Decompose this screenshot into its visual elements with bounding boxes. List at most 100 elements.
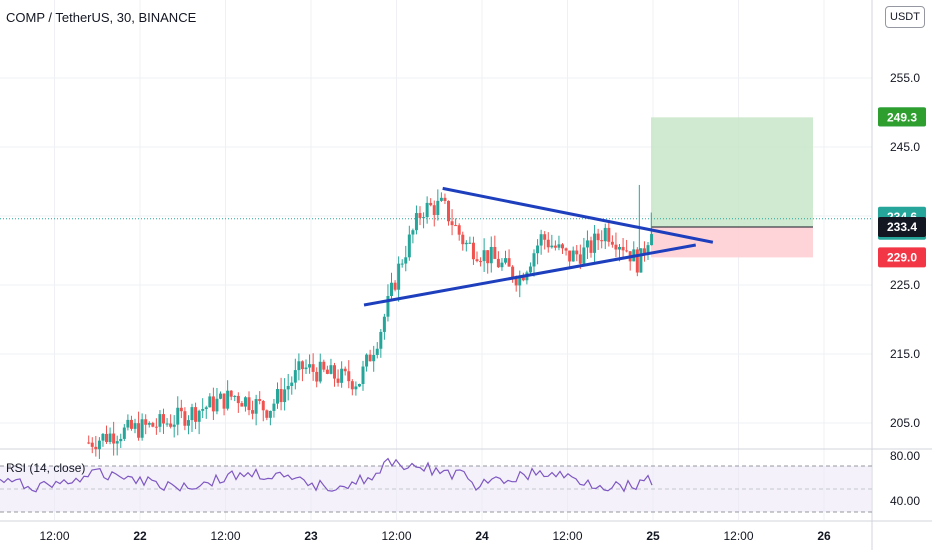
candle-body	[243, 397, 247, 407]
candle-body	[186, 420, 190, 426]
candle-body	[382, 316, 386, 332]
candle-body	[165, 423, 169, 425]
candle-body	[429, 202, 433, 206]
candle-body	[411, 230, 415, 235]
candle-body	[607, 227, 611, 242]
candle-body	[432, 205, 436, 215]
candle-body	[582, 247, 586, 264]
candle-body	[372, 354, 376, 362]
candle-body	[194, 407, 198, 422]
candle-body	[276, 389, 280, 404]
candle-body	[311, 364, 315, 372]
candle-body	[568, 250, 572, 262]
rsi-line	[0, 457, 653, 493]
candle-body	[183, 411, 187, 426]
candle-body	[286, 385, 290, 390]
candle-body	[215, 398, 219, 412]
candle-body	[201, 409, 205, 411]
candle-body	[329, 365, 333, 374]
candle-body	[190, 407, 194, 421]
candle-body	[521, 277, 525, 281]
candle-body	[439, 197, 443, 201]
candle-body	[126, 419, 130, 428]
target-zone[interactable]	[651, 117, 813, 228]
candle-body	[115, 441, 119, 444]
candle-body	[454, 225, 458, 227]
candle-body	[479, 261, 483, 263]
candle-body	[226, 390, 230, 409]
candle-body	[635, 249, 639, 273]
candle-body	[504, 258, 508, 263]
candle-body	[204, 407, 208, 410]
trendline-upper[interactable]	[442, 186, 714, 244]
stop-price-tag	[878, 247, 926, 268]
candle-body	[404, 257, 408, 264]
candle-body	[532, 253, 536, 267]
candle-body	[354, 386, 358, 390]
candle-body	[297, 361, 301, 371]
candle-body	[614, 244, 618, 250]
price-tick-label: 225.0	[890, 278, 920, 292]
candle-body	[151, 422, 155, 427]
candle-body	[418, 213, 422, 219]
time-tick-label: 12:00	[210, 529, 240, 543]
time-tick-label: 24	[475, 529, 489, 543]
candle-body	[108, 433, 112, 442]
candle-body	[486, 250, 490, 264]
candle-body	[507, 258, 511, 267]
candle-body	[293, 370, 297, 383]
candle-body	[546, 239, 550, 248]
candle-body	[247, 397, 251, 411]
candle-body	[112, 433, 116, 444]
candle-body	[219, 393, 223, 399]
rsi-upper-tick: 80.00	[890, 449, 920, 463]
candle-body	[101, 433, 105, 441]
candle-body	[571, 250, 575, 262]
candle-body	[553, 245, 557, 248]
candle-body	[468, 242, 472, 244]
candle-body	[268, 410, 272, 418]
target-price-tag-bg	[878, 107, 926, 127]
candle-body	[443, 197, 447, 201]
candle-body	[333, 365, 337, 379]
candle-body	[646, 245, 650, 255]
candle-body	[322, 361, 326, 370]
rsi-indicator-label[interactable]: RSI (14, close)	[6, 461, 86, 475]
candle-body	[162, 414, 166, 424]
candle-body	[122, 427, 126, 439]
candle-body	[425, 202, 429, 218]
time-tick-label: 12:00	[552, 529, 582, 543]
candle-body	[422, 217, 426, 219]
candle-body	[390, 282, 394, 297]
candle-body	[407, 234, 411, 258]
entry-price-tag	[878, 217, 926, 238]
candle-body	[258, 399, 262, 401]
candle-body	[536, 245, 540, 254]
candle-body	[340, 368, 344, 383]
time-tick-label: 12:00	[381, 529, 411, 543]
candle-body	[211, 396, 215, 412]
candle-body	[240, 403, 244, 407]
candle-body	[251, 410, 255, 414]
candle-body	[500, 262, 504, 268]
candle-body	[343, 368, 347, 372]
candle-body	[471, 242, 475, 260]
candle-body	[397, 263, 401, 290]
candle-body	[308, 364, 312, 368]
price-tick-label: 245.0	[890, 140, 920, 154]
time-tick-label: 23	[304, 529, 318, 543]
candle-body	[261, 400, 265, 411]
candle-body	[133, 423, 137, 429]
currency-button[interactable]: USDT	[885, 6, 925, 28]
trendline-lower[interactable]	[363, 243, 697, 307]
candle-body	[290, 382, 294, 386]
time-tick-label: 22	[133, 529, 147, 543]
candle-body	[511, 266, 515, 279]
candle-body	[518, 277, 522, 286]
stop-zone[interactable]	[651, 227, 813, 258]
candle-body	[105, 433, 109, 442]
chart-title: COMP / TetherUS, 30, BINANCE	[6, 10, 197, 25]
candle-body	[365, 354, 369, 367]
candle-body	[147, 422, 151, 425]
